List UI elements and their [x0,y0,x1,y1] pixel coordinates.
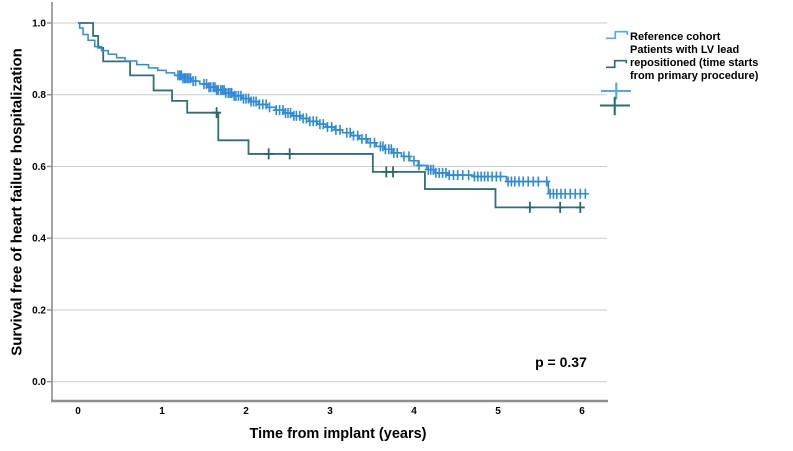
reference-censor-mark [336,124,344,135]
x-tick-label: 3 [327,406,333,417]
reference-censor-mark [393,147,401,158]
reference-censor-mark [534,176,542,187]
repositioned-cohort-curve [78,22,585,209]
reference-censor-mark [543,176,551,187]
reference-censor-mark [442,167,450,178]
y-tick-label: 0.2 [32,305,46,316]
reference-censor-mark [354,130,362,141]
reference-censor-mark [497,171,505,182]
reference-censor-mark [459,170,467,181]
x-tick-label: 0 [75,406,81,417]
reference-censor-mark [465,170,473,181]
x-tick-label: 4 [411,406,417,417]
repositioned-censor-mark [285,148,295,160]
reference-censor-mark [581,188,589,199]
y-axis-title: Survival free of heart failure hospitali… [8,48,26,356]
y-tick-label: 0.6 [32,162,46,173]
x-tick-label: 6 [579,406,585,417]
repositioned-censor-mark [575,201,585,213]
reference-censor-mark [266,102,274,113]
reference-censor-mark [319,119,327,130]
y-tick-label: 0.4 [32,234,46,245]
repositioned-censor-mark [212,107,222,119]
reference-censor-mark [362,133,370,144]
x-tick-label: 1 [159,406,165,417]
reference-censor-mark [328,122,336,133]
reference-censor-mark [371,137,379,148]
y-tick-label: 0.0 [32,377,46,388]
y-tick-label: 1.0 [32,19,46,30]
y-tick-label: 0.8 [32,90,46,101]
reference-censor-mark [410,155,418,166]
reference-cohort-curve [78,22,588,195]
reference-censor-mark [296,110,304,121]
repositioned-censor-mark [388,166,398,178]
repositioned-censor-mark [555,201,565,213]
reference-censor-mark [415,160,423,171]
x-axis-title: Time from implant (years) [249,426,427,442]
reference-censor-mark [405,151,413,162]
p-value-annotation: p = 0.37 [535,354,587,370]
x-tick-label: 5 [495,406,501,417]
repositioned-censor-mark [525,201,535,213]
repositioned-censor-mark [264,148,274,160]
x-tick-label: 2 [243,406,249,417]
reference-censor-mark [192,76,200,87]
